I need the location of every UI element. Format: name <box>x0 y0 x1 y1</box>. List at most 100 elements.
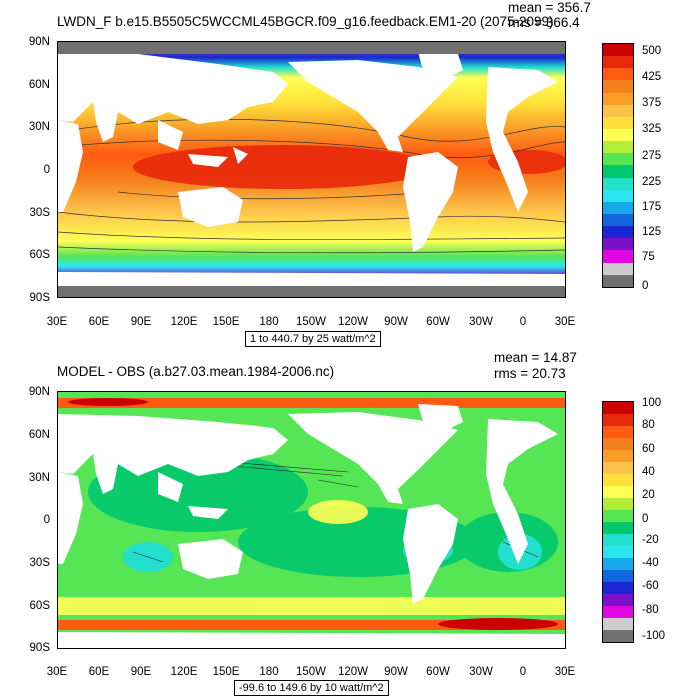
top-lat-label-30s: 30S <box>29 207 50 219</box>
bottom-lon-label-150e: 150E <box>212 666 240 678</box>
bottom-lon-label-60e: 60E <box>88 666 110 678</box>
top-colorbar-label: 175 <box>642 201 662 213</box>
top-lon-label-90w: 90W <box>384 316 408 328</box>
bottom-map-panel: MODEL - OBS (a.b27.03.mean.1984-2006.nc)… <box>0 350 700 700</box>
bottom-lon-label-60w: 60W <box>426 666 450 678</box>
colorbar-segment <box>603 618 633 630</box>
top-lon-label-120e: 120E <box>170 316 198 328</box>
top-lon-label-30e: 30E <box>46 316 68 328</box>
colorbar-segment <box>603 474 633 486</box>
bottom-colorbar-label: -60 <box>642 580 659 592</box>
top-lon-label-30w: 30W <box>469 316 493 328</box>
colorbar-segment <box>603 44 633 57</box>
bottom-colorbar-label: 60 <box>642 443 655 455</box>
top-lat-label-0: 0 <box>43 164 50 176</box>
bottom-lat-label-0: 0 <box>43 514 50 526</box>
bottom-colorbar <box>602 401 634 643</box>
colorbar-segment <box>603 546 633 558</box>
colorbar-segment <box>603 68 633 81</box>
top-map-plot <box>57 41 566 298</box>
top-lon-label-180: 180 <box>259 316 279 328</box>
top-lat-label-90n: 90N <box>28 36 50 48</box>
colorbar-segment <box>603 414 633 426</box>
top-colorbar-label: 325 <box>642 123 662 135</box>
top-mean-stat: mean = 356.7 <box>508 0 591 15</box>
top-colorbar-label: 0 <box>642 280 649 292</box>
top-colorbar-label: 225 <box>642 176 662 188</box>
top-colorbar-label: 425 <box>642 71 662 83</box>
bottom-lat-label-90n: 90N <box>28 386 50 398</box>
top-contour-range-note: 1 to 440.7 by 25 watt/m^2 <box>245 331 381 347</box>
colorbar-segment <box>603 630 633 642</box>
colorbar-segment <box>603 534 633 546</box>
bottom-lon-label-90e: 90E <box>130 666 152 678</box>
colorbar-segment <box>603 104 633 117</box>
top-rms-stat: rms = 366.4 <box>508 15 580 30</box>
colorbar-segment <box>603 201 633 214</box>
top-lon-label-120w: 120W <box>337 316 369 328</box>
colorbar-segment <box>603 116 633 129</box>
top-colorbar-label: 275 <box>642 150 662 162</box>
bottom-lon-label-150w: 150W <box>295 666 327 678</box>
top-colorbar-label: 125 <box>642 226 662 238</box>
top-lon-label-60w: 60W <box>426 316 450 328</box>
colorbar-segment <box>603 450 633 462</box>
colorbar-segment <box>603 177 633 190</box>
colorbar-segment <box>603 262 633 275</box>
bottom-colorbar-label: -80 <box>642 604 659 616</box>
bottom-map-plot <box>57 391 566 649</box>
colorbar-segment <box>603 570 633 582</box>
colorbar-segment <box>603 213 633 227</box>
bottom-lat-label-60s: 60S <box>29 600 50 612</box>
top-colorbar <box>602 43 634 288</box>
top-lon-label-0: 0 <box>519 316 527 328</box>
top-lat-label-60s: 60S <box>29 249 50 261</box>
colorbar-segment <box>603 165 633 178</box>
bottom-lon-label-180: 180 <box>259 666 279 678</box>
bottom-lon-label-30e-end: 30E <box>554 666 576 678</box>
colorbar-segment <box>603 606 633 618</box>
colorbar-segment <box>603 274 633 287</box>
top-lon-label-150w: 150W <box>295 316 327 328</box>
bottom-lon-label-0: 0 <box>519 666 527 678</box>
bottom-lat-label-30s: 30S <box>29 557 50 569</box>
colorbar-segment <box>603 128 633 142</box>
colorbar-segment <box>603 402 633 414</box>
colorbar-segment <box>603 582 633 594</box>
colorbar-segment <box>603 462 633 474</box>
top-lat-label-30n: 30N <box>28 121 50 133</box>
top-lon-label-60e: 60E <box>88 316 110 328</box>
colorbar-segment <box>603 238 633 251</box>
bottom-lon-label-30w: 30W <box>469 666 493 678</box>
colorbar-segment <box>603 510 633 522</box>
landmass-shapes <box>58 52 565 297</box>
top-map-title: LWDN_F b.e15.B5505C5WCCML45BGCR.f09_g16.… <box>57 14 554 29</box>
bottom-contour-range-note: -99.6 to 149.6 by 10 watt/m^2 <box>234 680 389 696</box>
colorbar-segment <box>603 498 633 510</box>
colorbar-segment <box>603 438 633 450</box>
bottom-colorbar-label: 80 <box>642 419 655 431</box>
top-map-field <box>58 42 565 297</box>
bottom-colorbar-label: 100 <box>642 397 662 409</box>
top-colorbar-label: 500 <box>642 45 662 57</box>
colorbar-segment <box>603 92 633 105</box>
bottom-lon-label-30e: 30E <box>46 666 68 678</box>
landmass-shapes <box>58 404 565 648</box>
colorbar-segment <box>603 56 633 69</box>
bottom-colorbar-label: 0 <box>642 513 649 525</box>
bottom-colorbar-label: -40 <box>642 557 659 569</box>
bottom-colorbar-label: -100 <box>642 630 666 642</box>
colorbar-segment <box>603 522 633 534</box>
colorbar-segment <box>603 153 633 166</box>
top-colorbar-label: 75 <box>642 251 655 263</box>
bottom-lon-label-90w: 90W <box>384 666 408 678</box>
bottom-colorbar-label: 40 <box>642 466 655 478</box>
bottom-lat-label-60n: 60N <box>28 429 50 441</box>
bottom-lon-label-120e: 120E <box>170 666 198 678</box>
colorbar-segment <box>603 226 633 239</box>
bottom-mean-stat: mean = 14.87 <box>494 350 577 365</box>
colorbar-segment <box>603 141 633 154</box>
colorbar-segment <box>603 189 633 202</box>
top-lon-label-30e-end: 30E <box>554 316 576 328</box>
colorbar-segment <box>603 250 633 263</box>
